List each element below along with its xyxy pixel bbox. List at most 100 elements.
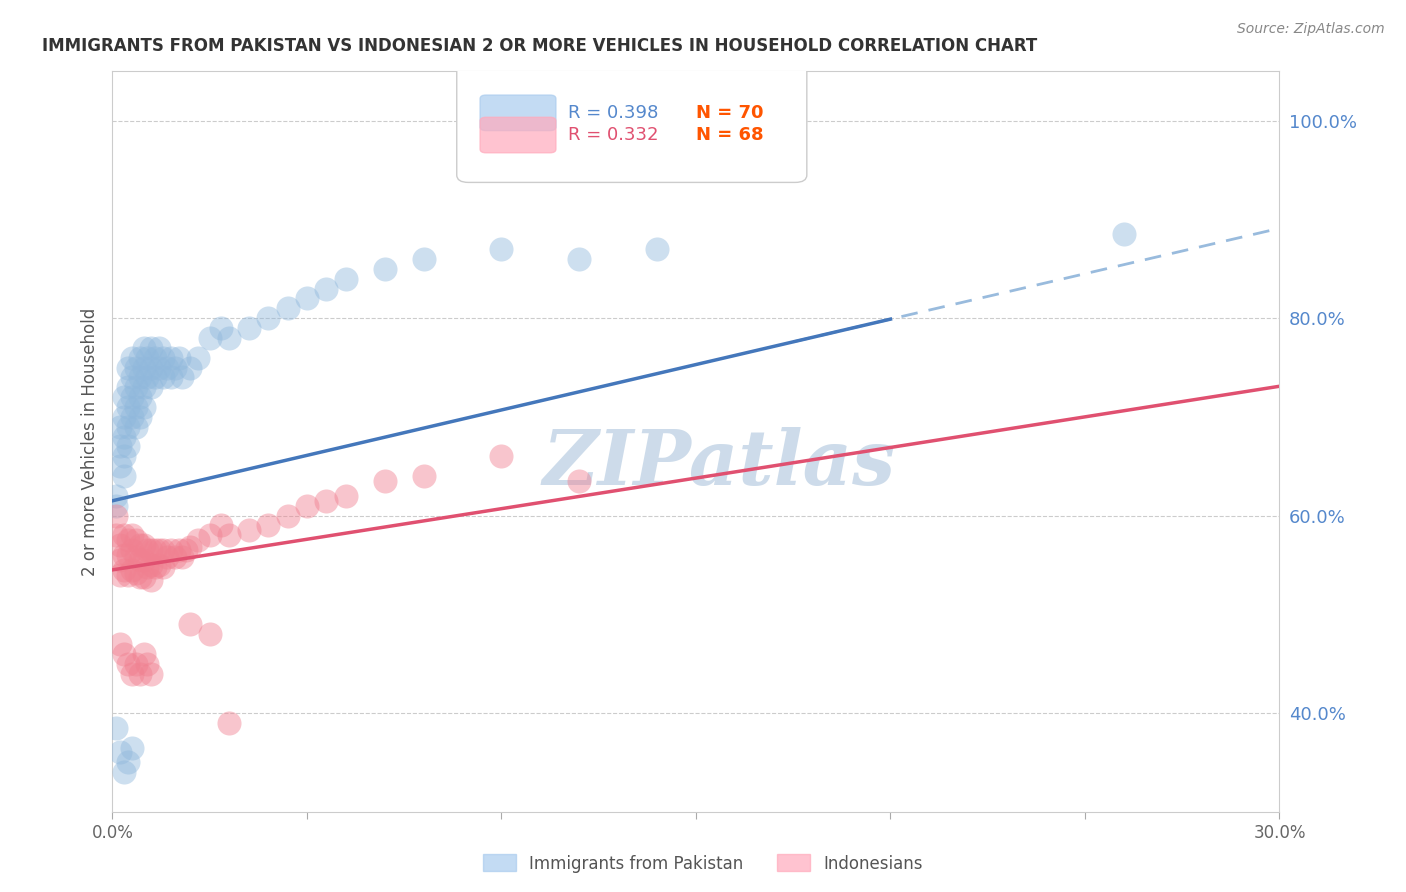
Point bbox=[160, 543, 183, 558]
Point bbox=[125, 360, 148, 375]
Y-axis label: 2 or more Vehicles in Household: 2 or more Vehicles in Household bbox=[80, 308, 98, 575]
Point bbox=[198, 331, 221, 345]
Point bbox=[121, 370, 143, 384]
Point bbox=[121, 563, 143, 577]
Point bbox=[105, 528, 128, 542]
Point bbox=[112, 528, 135, 542]
Point bbox=[136, 370, 159, 384]
Point bbox=[238, 321, 260, 335]
Point bbox=[152, 543, 174, 558]
Point bbox=[117, 400, 139, 414]
Point bbox=[128, 570, 150, 584]
Point bbox=[128, 666, 150, 681]
Point bbox=[125, 419, 148, 434]
Point bbox=[112, 429, 135, 443]
Text: N = 70: N = 70 bbox=[696, 103, 763, 122]
Point bbox=[132, 538, 155, 552]
Point bbox=[110, 459, 132, 474]
Point bbox=[179, 540, 201, 554]
Point bbox=[110, 637, 132, 651]
Point bbox=[125, 549, 148, 564]
Point bbox=[117, 567, 139, 582]
Point bbox=[295, 292, 318, 306]
Point bbox=[209, 518, 232, 533]
Point bbox=[112, 409, 135, 424]
Point bbox=[152, 370, 174, 384]
Point bbox=[198, 528, 221, 542]
Point bbox=[112, 548, 135, 562]
Point bbox=[117, 440, 139, 454]
Legend: Immigrants from Pakistan, Indonesians: Immigrants from Pakistan, Indonesians bbox=[477, 847, 929, 880]
Text: Source: ZipAtlas.com: Source: ZipAtlas.com bbox=[1237, 22, 1385, 37]
Point bbox=[117, 360, 139, 375]
Text: ZIPatlas: ZIPatlas bbox=[543, 426, 896, 500]
Point bbox=[491, 450, 513, 464]
FancyBboxPatch shape bbox=[479, 117, 555, 153]
Point bbox=[121, 740, 143, 755]
Point bbox=[172, 370, 194, 384]
Point bbox=[374, 261, 396, 276]
Point bbox=[412, 252, 434, 266]
Point bbox=[218, 331, 240, 345]
Point bbox=[112, 390, 135, 404]
Point bbox=[167, 543, 190, 558]
Point bbox=[105, 489, 128, 503]
Point bbox=[110, 567, 132, 582]
Point bbox=[143, 560, 166, 574]
Point bbox=[148, 360, 170, 375]
Point bbox=[117, 657, 139, 671]
Point bbox=[136, 560, 159, 574]
Point bbox=[136, 351, 159, 365]
Point bbox=[121, 666, 143, 681]
Point bbox=[156, 360, 179, 375]
Text: R = 0.398: R = 0.398 bbox=[568, 103, 658, 122]
Point bbox=[163, 549, 186, 564]
Point bbox=[110, 746, 132, 760]
Point bbox=[276, 301, 298, 316]
Point bbox=[141, 573, 163, 587]
Point bbox=[121, 543, 143, 558]
Point bbox=[121, 528, 143, 542]
Point bbox=[117, 380, 139, 394]
Point bbox=[187, 533, 209, 548]
Point bbox=[143, 370, 166, 384]
Point bbox=[645, 242, 668, 256]
Text: N = 68: N = 68 bbox=[696, 126, 763, 144]
Point bbox=[238, 524, 260, 538]
Point bbox=[121, 409, 143, 424]
Point bbox=[257, 311, 280, 326]
Point bbox=[128, 409, 150, 424]
Point bbox=[335, 489, 357, 503]
Point bbox=[172, 549, 194, 564]
Point bbox=[128, 370, 150, 384]
Point bbox=[110, 538, 132, 552]
Point bbox=[141, 341, 163, 355]
Point bbox=[117, 419, 139, 434]
FancyBboxPatch shape bbox=[457, 56, 807, 183]
FancyBboxPatch shape bbox=[479, 95, 555, 130]
Point bbox=[148, 558, 170, 572]
Point bbox=[218, 715, 240, 730]
Point bbox=[121, 390, 143, 404]
Point bbox=[412, 469, 434, 483]
Point bbox=[176, 543, 198, 558]
Point bbox=[198, 627, 221, 641]
Point bbox=[568, 252, 591, 266]
Point bbox=[136, 657, 159, 671]
Point bbox=[141, 666, 163, 681]
Point bbox=[128, 553, 150, 567]
Point bbox=[117, 548, 139, 562]
Point bbox=[112, 469, 135, 483]
Point bbox=[112, 647, 135, 661]
Point bbox=[276, 508, 298, 523]
Point bbox=[128, 538, 150, 552]
Point bbox=[125, 533, 148, 548]
Point bbox=[315, 493, 337, 508]
Point bbox=[132, 341, 155, 355]
Point bbox=[179, 617, 201, 632]
Point bbox=[607, 144, 630, 158]
Point bbox=[132, 647, 155, 661]
Point bbox=[141, 380, 163, 394]
Point bbox=[1112, 227, 1135, 242]
Point bbox=[141, 543, 163, 558]
